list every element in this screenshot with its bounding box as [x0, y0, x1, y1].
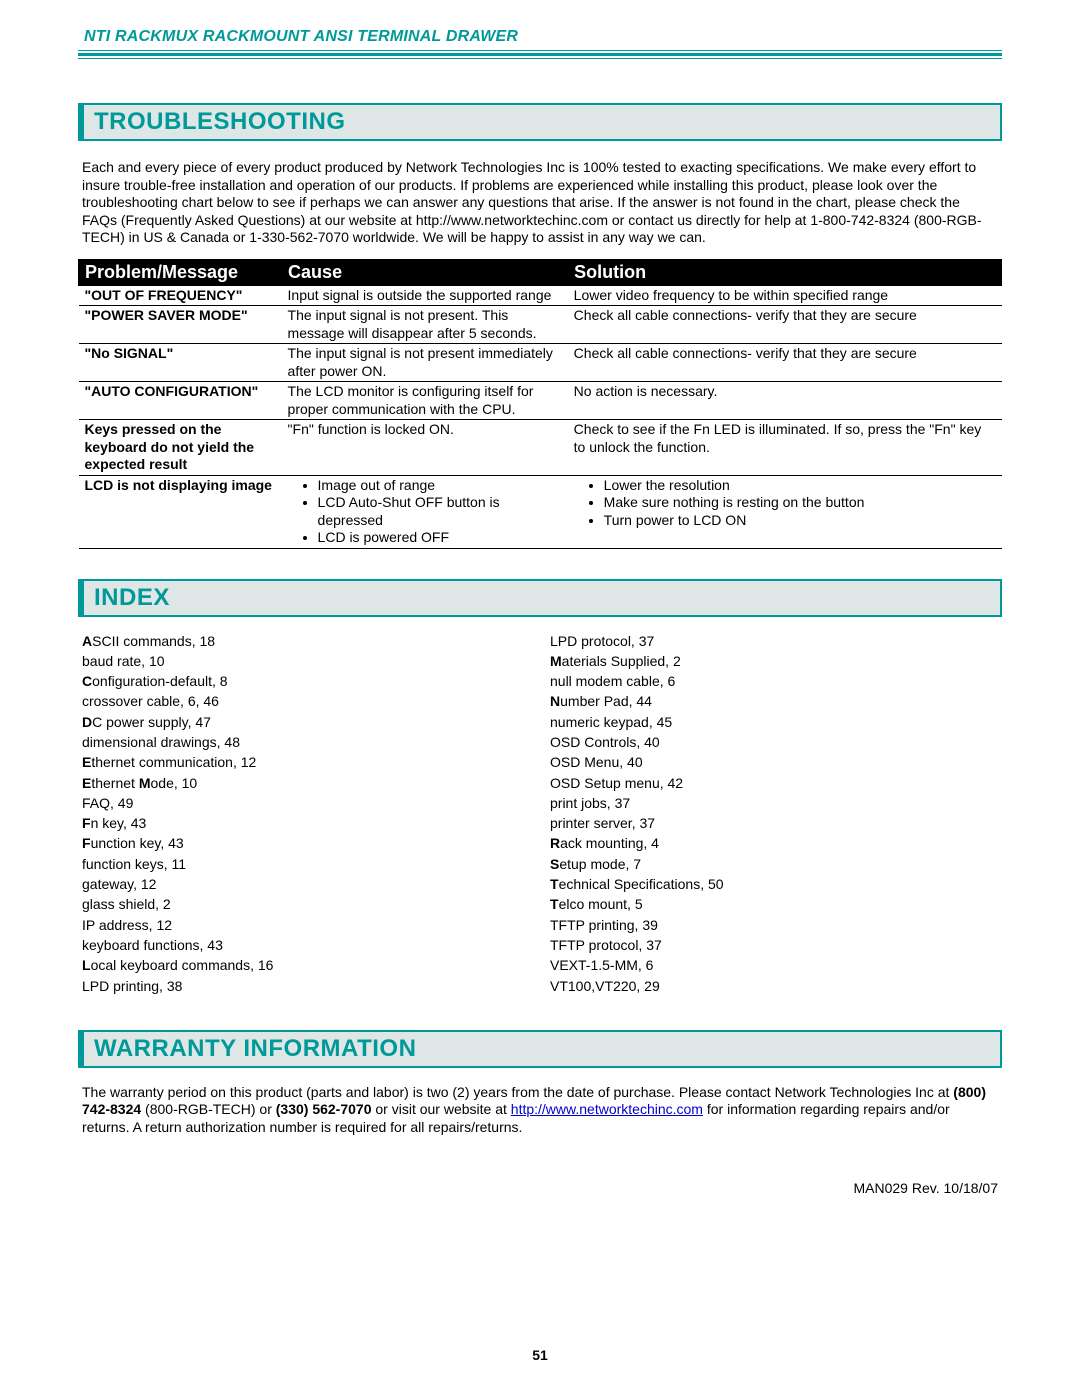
index-entry: numeric keypad, 45: [550, 712, 998, 732]
index-entry: Ethernet Mode, 10: [82, 773, 530, 793]
warranty-phone2: (330) 562-7070: [276, 1101, 372, 1117]
list-item: Make sure nothing is resting on the butt…: [604, 494, 996, 512]
section-heading-index: INDEX: [78, 579, 1002, 617]
index-entry: OSD Setup menu, 42: [550, 773, 998, 793]
man-rev: MAN029 Rev. 10/18/07: [78, 1180, 998, 1196]
index-entry: Ethernet communication, 12: [82, 752, 530, 772]
cell-cause: The input signal is not present. This me…: [282, 306, 568, 344]
index-entry: LPD printing, 38: [82, 976, 530, 996]
list-item: Lower the resolution: [604, 477, 996, 495]
troubleshooting-intro: Each and every piece of every product pr…: [82, 159, 998, 247]
index-entry: Local keyboard commands, 16: [82, 955, 530, 975]
list-item: LCD Auto-Shut OFF button is depressed: [318, 494, 562, 529]
cell-cause: Image out of range LCD Auto-Shut OFF but…: [282, 475, 568, 548]
index-entry: printer server, 37: [550, 813, 998, 833]
doc-header: NTI RACKMUX RACKMOUNT ANSI TERMINAL DRAW…: [84, 28, 1002, 46]
warranty-pre: The warranty period on this product (par…: [82, 1084, 953, 1100]
table-row: "No SIGNAL" The input signal is not pres…: [79, 344, 1002, 382]
cell-problem: Keys pressed on the keyboard do not yiel…: [79, 420, 282, 476]
list-item: Image out of range: [318, 477, 562, 495]
index-entry: gateway, 12: [82, 874, 530, 894]
th-solution: Solution: [568, 259, 1002, 285]
cell-problem: "AUTO CONFIGURATION": [79, 382, 282, 420]
cell-problem: LCD is not displaying image: [79, 475, 282, 548]
index-entry: LPD protocol, 37: [550, 631, 998, 651]
cell-cause: "Fn" function is locked ON.: [282, 420, 568, 476]
index-entry: Materials Supplied, 2: [550, 651, 998, 671]
warranty-mid2: or visit our website at: [372, 1101, 511, 1117]
cell-solution: Check all cable connections- verify that…: [568, 306, 1002, 344]
index-entry: Technical Specifications, 50: [550, 874, 998, 894]
cell-solution: Check all cable connections- verify that…: [568, 344, 1002, 382]
index-entry: IP address, 12: [82, 915, 530, 935]
table-row: Keys pressed on the keyboard do not yiel…: [79, 420, 1002, 476]
th-problem: Problem/Message: [79, 259, 282, 285]
index-entry: baud rate, 10: [82, 651, 530, 671]
cell-problem: "OUT OF FREQUENCY": [79, 285, 282, 306]
section-heading-troubleshooting: TROUBLESHOOTING: [78, 103, 1002, 141]
index-entry: print jobs, 37: [550, 793, 998, 813]
cell-cause: Input signal is outside the supported ra…: [282, 285, 568, 306]
index-entry: DC power supply, 47: [82, 712, 530, 732]
cell-problem: "No SIGNAL": [79, 344, 282, 382]
list-item: LCD is powered OFF: [318, 529, 562, 547]
index-entry: Fn key, 43: [82, 813, 530, 833]
index-entry: ASCII commands, 18: [82, 631, 530, 651]
index-entry: null modem cable, 6: [550, 671, 998, 691]
index-entry: glass shield, 2: [82, 894, 530, 914]
index-entry: TFTP protocol, 37: [550, 935, 998, 955]
index-entry: Function key, 43: [82, 833, 530, 853]
index-entry: Telco mount, 5: [550, 894, 998, 914]
index-entry: OSD Controls, 40: [550, 732, 998, 752]
index-entry: Setup mode, 7: [550, 854, 998, 874]
cell-cause: The LCD monitor is configuring itself fo…: [282, 382, 568, 420]
index-entry: crossover cable, 6, 46: [82, 691, 530, 711]
document-page: NTI RACKMUX RACKMOUNT ANSI TERMINAL DRAW…: [0, 0, 1080, 1397]
table-row: "OUT OF FREQUENCY" Input signal is outsi…: [79, 285, 1002, 306]
index-columns: ASCII commands, 18baud rate, 10Configura…: [82, 631, 998, 996]
index-entry: dimensional drawings, 48: [82, 732, 530, 752]
warranty-text: The warranty period on this product (par…: [82, 1084, 998, 1137]
table-row: "AUTO CONFIGURATION" The LCD monitor is …: [79, 382, 1002, 420]
header-rules: [78, 50, 1002, 59]
index-col-right: LPD protocol, 37Materials Supplied, 2nul…: [530, 631, 998, 996]
warranty-mid1: (800-RGB-TECH) or: [141, 1101, 276, 1117]
table-row: LCD is not displaying image Image out of…: [79, 475, 1002, 548]
rule-icon: [78, 53, 1002, 56]
th-cause: Cause: [282, 259, 568, 285]
cell-solution: Lower the resolution Make sure nothing i…: [568, 475, 1002, 548]
table-header-row: Problem/Message Cause Solution: [79, 259, 1002, 285]
index-entry: Number Pad, 44: [550, 691, 998, 711]
rule-icon: [78, 58, 1002, 59]
table-row: "POWER SAVER MODE" The input signal is n…: [79, 306, 1002, 344]
index-entry: keyboard functions, 43: [82, 935, 530, 955]
cell-solution: No action is necessary.: [568, 382, 1002, 420]
cause-list: Image out of range LCD Auto-Shut OFF but…: [288, 477, 562, 547]
index-entry: VEXT-1.5-MM, 6: [550, 955, 998, 975]
index-entry: VT100,VT220, 29: [550, 976, 998, 996]
index-entry: FAQ, 49: [82, 793, 530, 813]
solution-list: Lower the resolution Make sure nothing i…: [574, 477, 996, 530]
troubleshooting-table: Problem/Message Cause Solution "OUT OF F…: [78, 259, 1002, 549]
index-entry: OSD Menu, 40: [550, 752, 998, 772]
cell-cause: The input signal is not present immediat…: [282, 344, 568, 382]
index-col-left: ASCII commands, 18baud rate, 10Configura…: [82, 631, 530, 996]
list-item: Turn power to LCD ON: [604, 512, 996, 530]
index-entry: Configuration-default, 8: [82, 671, 530, 691]
cell-problem: "POWER SAVER MODE": [79, 306, 282, 344]
index-entry: TFTP printing, 39: [550, 915, 998, 935]
rule-icon: [78, 50, 1002, 51]
warranty-link[interactable]: http://www.networktechinc.com: [511, 1101, 703, 1117]
index-entry: Rack mounting, 4: [550, 833, 998, 853]
cell-solution: Lower video frequency to be within speci…: [568, 285, 1002, 306]
index-entry: function keys, 11: [82, 854, 530, 874]
page-number: 51: [0, 1347, 1080, 1363]
cell-solution: Check to see if the Fn LED is illuminate…: [568, 420, 1002, 476]
section-heading-warranty: WARRANTY INFORMATION: [78, 1030, 1002, 1068]
